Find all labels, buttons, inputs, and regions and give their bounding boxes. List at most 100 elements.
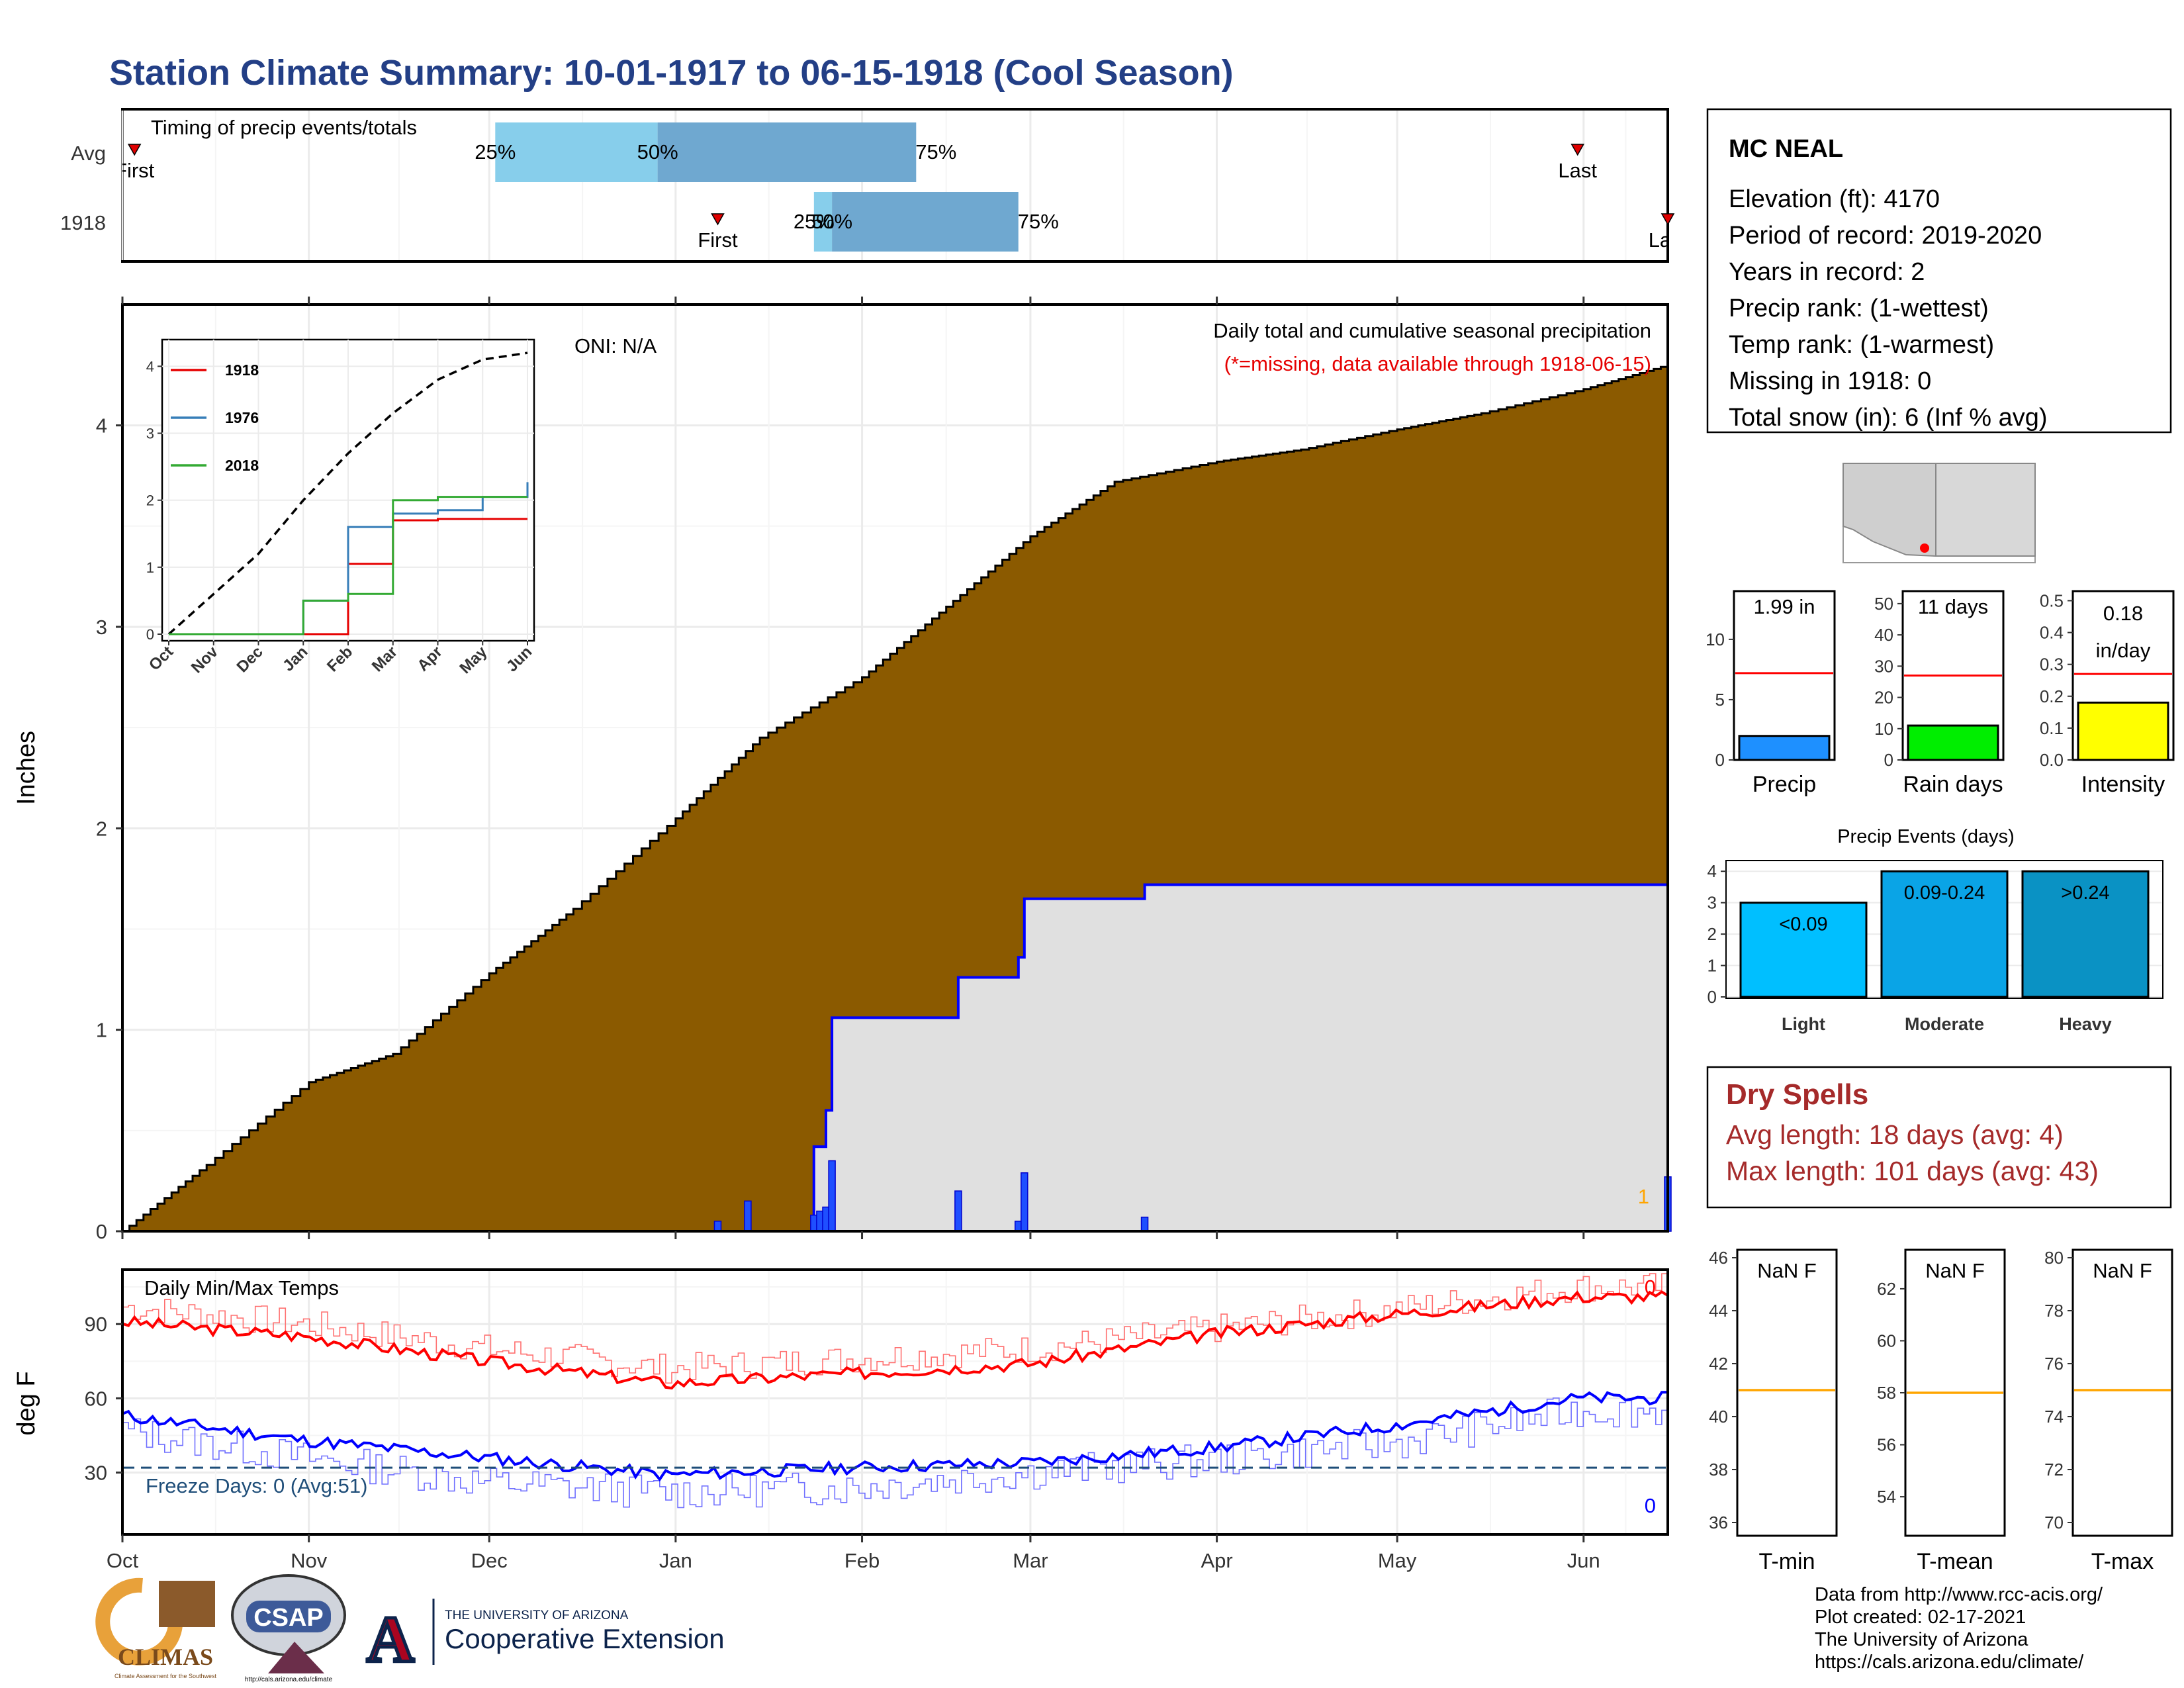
temp-title: Daily Min/Max Temps [144, 1276, 339, 1299]
tpanel-value-1: NaN F [1925, 1259, 1985, 1282]
csap-url: http://cals.arizona.edu/climate [245, 1676, 333, 1683]
inset-marks [167, 352, 529, 635]
tpanel-1-tick-label-3: 60 [1877, 1331, 1896, 1350]
ua-large-text: Cooperative Extension [445, 1623, 725, 1654]
timing-first-last-labels: First Last First Last [122, 159, 1668, 252]
precip-ylabel: Inches [13, 731, 40, 805]
timing-year-q50-label: 50% [811, 210, 852, 233]
tpanel-1-tick-label-1: 56 [1877, 1435, 1896, 1455]
timing-year-q50-q75-bar [832, 192, 1019, 252]
timing-row-year: 1918 [60, 211, 106, 234]
year-cumulative-line [122, 829, 1669, 1233]
month-label-6: Apr [1201, 1549, 1232, 1572]
temp-summary-panels: NaN F 36 38 40 42 44 46 T-min NaN F 54 56 58 60 62 T-m… [1709, 1248, 2173, 1574]
inset-ytick-label-1: 1 [146, 559, 154, 576]
tpanel-1-tick-label-2: 58 [1877, 1383, 1896, 1403]
events-bar-label-0: <0.09 [1779, 914, 1827, 935]
precip-ytick-label-3: 3 [96, 616, 107, 639]
events-category-1: Moderate [1905, 1014, 1984, 1034]
timing-panel: Timing of precip events/totals Avg 1918 … [60, 108, 1675, 263]
inset-ytick-label-4: 4 [146, 358, 154, 375]
daily-precip-bar-5 [828, 1160, 836, 1232]
station-elevation: Elevation (ft): 4170 [1729, 185, 1940, 213]
month-label-8: Jun [1567, 1549, 1600, 1572]
events-tick-label-1: 1 [1707, 956, 1717, 976]
tpanel-frame-0 [1736, 1248, 1838, 1537]
intensity-label: Intensity [2081, 772, 2165, 797]
precip-tick-label-2: 10 [1706, 630, 1725, 649]
station-period: Period of record: 2019-2020 [1729, 222, 2042, 250]
intensity-tick-label-4: 0.4 [2040, 623, 2064, 643]
tpanel-2-tick-label-4: 78 [2044, 1301, 2064, 1321]
climas-logo: CLIMAS Climate Assessment for the Southw… [95, 1577, 217, 1679]
avg-max-line [122, 1290, 1669, 1390]
timing-year-first-marker [711, 213, 725, 226]
station-temp-rank: Temp rank: (1-warmest) [1729, 331, 1994, 359]
raindays-bar [1907, 724, 1999, 761]
timing-avg-last-label: Last [1558, 159, 1597, 182]
timing-year-q25-q50-bar [813, 192, 833, 252]
missing-count: 1 [1638, 1185, 1649, 1208]
events-bar-label-1: 0.09-0.24 [1904, 882, 1985, 904]
intensity-tick-label-1: 0.1 [2040, 718, 2064, 738]
climas-bar [159, 1581, 215, 1627]
obs-max-line [122, 1273, 1668, 1384]
timing-avg-q25-q50-bar [495, 122, 658, 182]
timing-avg-q50-q75-bar [657, 122, 917, 182]
events-tick-label-0: 0 [1707, 987, 1717, 1007]
tpanel-label-0: T-min [1759, 1549, 1815, 1574]
precip-frame [1733, 590, 1836, 761]
raindays-tick-label-4: 40 [1874, 625, 1893, 645]
tmin-missing: 0 [1645, 1494, 1656, 1517]
freeze-days-label: Freeze Days: 0 (Avg:51) [146, 1474, 367, 1497]
avg-min-line [122, 1391, 1668, 1482]
csap-logo: CSAP http://cals.arizona.edu/climate [231, 1574, 346, 1683]
raindays-label: Rain days [1903, 772, 2003, 797]
season-totals-bars: 0 5 10 1.99 in Precip 0 10 20 30 40 50 11 days Rain … [1706, 590, 2175, 797]
month-label-0: Oct [107, 1549, 139, 1572]
timing-year-q75-label: 75% [1018, 210, 1059, 233]
raindays-tick-label-2: 20 [1874, 688, 1893, 708]
csap-mountain [268, 1642, 324, 1673]
inset-legend-label-1976: 1976 [225, 409, 259, 426]
precip-label: Precip [1752, 772, 1816, 797]
tpanel-0-tick-label-3: 42 [1709, 1354, 1728, 1374]
timing-gridlines [121, 111, 1627, 260]
new-mexico-shape [1935, 463, 2036, 557]
daily-precip-bar-0 [713, 1221, 722, 1232]
precip-events-chart: Precip Events (days) <0.09 Light 0.09-0.24… [1707, 826, 2163, 1034]
temp-axes: 30 60 90 [85, 1313, 122, 1485]
events-bar-light [1739, 902, 1868, 998]
month-label-3: Jan [659, 1549, 692, 1572]
tpanel-0-tick-label-4: 44 [1709, 1301, 1728, 1321]
precip-axes: 0 1 2 3 4 [96, 297, 1585, 1243]
timing-year-last-marker [1661, 213, 1675, 226]
events-bar-label-2: >0.24 [2061, 882, 2109, 904]
timing-year-q25-label: 25% [794, 210, 835, 233]
station-precip-rank: Precip rank: (1-wettest) [1729, 295, 1989, 322]
tpanel-2-tick-label-3: 76 [2044, 1354, 2064, 1374]
climas-swoosh [95, 1577, 183, 1665]
dry-frame [1706, 1066, 2172, 1209]
timing-avg-q25-label: 25% [475, 140, 516, 164]
month-label-1: Nov [291, 1549, 328, 1572]
precip-bar [1738, 735, 1831, 761]
tpanel-1-tick-label-0: 54 [1877, 1487, 1896, 1507]
temp-marks [122, 1273, 1669, 1509]
events-bars: <0.09 Light 0.09-0.24 Moderate >0.24 Heavy 0 1 2… [1707, 861, 2161, 1034]
precip-ytick-label-0: 0 [96, 1220, 107, 1243]
tpanel-2-tick-label-0: 70 [2044, 1513, 2064, 1532]
dry-avg: Avg length: 18 days (avg: 4) [1726, 1119, 2064, 1150]
station-name: MC NEAL [1729, 135, 1843, 163]
precip-value-text: 1.99 in [1753, 595, 1815, 618]
csap-text: CSAP [253, 1604, 324, 1632]
inset-series-2018 [169, 496, 527, 635]
intensity-tick-label-5: 0.5 [2040, 590, 2064, 610]
daily-precip-bar-8 [1021, 1172, 1028, 1232]
precip-ytick-label-2: 2 [96, 817, 107, 840]
station-years: Years in record: 2 [1729, 258, 1925, 286]
precip-panel: 0 1 2 3 4 Daily total and cumulative seasona… [13, 297, 1672, 1243]
dry-title: Dry Spells [1726, 1078, 1868, 1111]
